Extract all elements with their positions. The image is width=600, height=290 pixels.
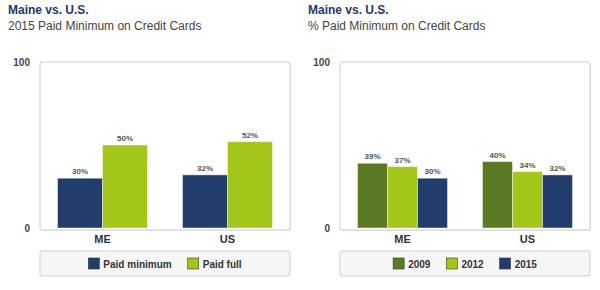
plot-frame [340, 62, 590, 230]
chart-0: Maine vs. U.S. 2015 Paid Minimum on Credi… [8, 3, 291, 276]
legend-label: 2012 [461, 259, 484, 270]
data-label: 30% [424, 167, 440, 176]
bars [58, 142, 273, 228]
bar [358, 163, 388, 228]
legend-swatch [188, 258, 199, 269]
legend-box [340, 251, 590, 276]
bars [358, 162, 573, 228]
data-label: 52% [242, 131, 258, 140]
bar [228, 142, 273, 228]
legend-box [40, 251, 290, 276]
legend-swatch [446, 258, 457, 269]
data-label: 39% [364, 152, 380, 161]
y-tick-label: 100 [313, 57, 330, 68]
title: Maine vs. U.S. [8, 3, 89, 17]
subtitle: 2015 Paid Minimum on Credit Cards [8, 19, 201, 33]
x-tick-label: ME [394, 233, 411, 245]
plot-frame [40, 62, 290, 230]
data-label: 50% [117, 134, 133, 143]
legend: Paid minimum Paid full [88, 258, 241, 270]
x-tick-label: US [520, 233, 535, 245]
bar [388, 167, 418, 228]
data-label: 32% [197, 164, 213, 173]
y-tick-label: 0 [24, 223, 30, 234]
legend-swatch [88, 258, 99, 269]
legend-swatch [500, 258, 511, 269]
bar [483, 162, 513, 228]
y-tick-label: 100 [13, 57, 30, 68]
data-label: 37% [394, 156, 410, 165]
bar [103, 145, 148, 228]
legend-label: 2015 [515, 259, 538, 270]
x-tick-label: US [220, 233, 235, 245]
data-label: 30% [72, 167, 88, 176]
data-label: 34% [519, 161, 535, 170]
bar [183, 175, 228, 228]
plot-shadow [41, 63, 291, 231]
chart-canvas: Maine vs. U.S. 2015 Paid Minimum on Credi… [0, 0, 600, 290]
legend-label: Paid full [203, 259, 242, 270]
legend-label: Paid minimum [103, 259, 171, 270]
legend-label: 2009 [408, 259, 431, 270]
bar [58, 178, 103, 228]
bar [543, 175, 573, 228]
y-tick-label: 0 [324, 223, 330, 234]
title: Maine vs. U.S. [308, 3, 389, 17]
data-label: 32% [549, 164, 565, 173]
legend-swatch [393, 258, 404, 269]
x-tick-label: ME [94, 233, 111, 245]
bar [513, 172, 543, 228]
data-label: 40% [489, 151, 505, 160]
bar [418, 178, 448, 228]
subtitle: % Paid Minimum on Credit Cards [308, 19, 485, 33]
plot-shadow [341, 63, 591, 231]
legend: 2009 2012 2015 [393, 258, 537, 270]
chart-1: Maine vs. U.S. % Paid Minimum on Credit C… [308, 3, 591, 276]
